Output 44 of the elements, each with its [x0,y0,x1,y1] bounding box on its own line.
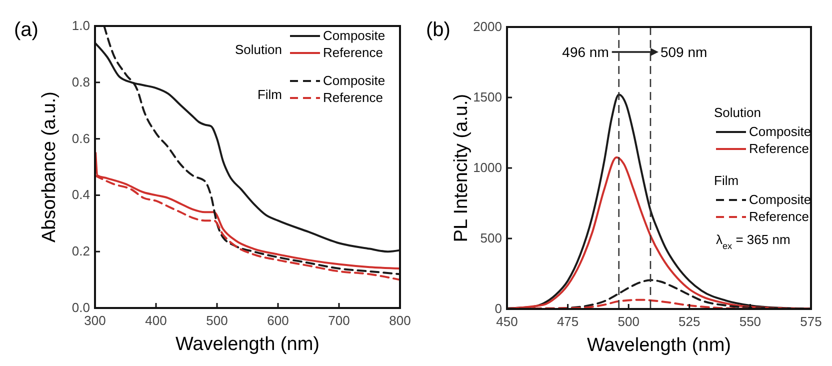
y-axis-title: Absorbance (a.u.) [39,91,60,243]
x-tick-label: 550 [739,314,762,329]
annotation: Solution [235,42,282,57]
y-tick-label: 0.4 [72,187,90,202]
y-tick-label: 2000 [473,19,502,34]
annotation: Film [257,87,282,102]
y-tick-label: 1.0 [72,18,90,33]
x-tick-label: 800 [389,313,411,328]
legend-label: Reference [323,90,383,105]
y-tick-label: 0.6 [72,130,90,146]
legend-label: Reference [323,45,383,60]
chart-title: (a) [14,19,38,41]
legend-label: Composite [323,28,386,43]
y-tick-label: 1500 [473,90,502,104]
x-tick-label: 700 [328,313,350,328]
annotation: Solution [714,105,761,120]
ref-line-label: 496 nm [562,44,609,60]
x-tick-label: 450 [496,314,518,329]
x-axis-title: Wavelength (nm) [587,335,731,356]
x-tick-label: 400 [145,313,167,328]
legend-label: Composite [749,192,812,207]
x-tick-label: 500 [206,313,228,328]
legend-label: Composite [323,73,386,88]
y-tick-label: 1000 [473,160,502,175]
annotation: λ$_{ex}$ = 365 nm [716,232,790,251]
y-tick-label: 0 [494,301,502,316]
y-tick-label: 500 [480,230,502,246]
legend-label: Reference [749,141,809,156]
annotation: Film [714,173,739,188]
x-tick-label: 475 [556,314,579,329]
x-tick-label: 600 [267,313,289,328]
x-axis-title: Wavelength (nm) [176,334,320,355]
y-tick-label: 0.0 [72,300,90,315]
y-tick-label: 0.2 [72,244,90,259]
x-tick-label: 525 [678,314,700,329]
chart-title: (b) [426,19,450,41]
x-tick-label: 575 [800,314,822,329]
ref-line-label: 509 nm [660,44,708,60]
x-tick-label: 300 [84,313,106,328]
legend-label: Composite [749,124,812,139]
legend-label: Reference [749,209,809,224]
x-tick-label: 500 [618,314,640,329]
y-tick-label: 0.8 [72,74,90,90]
y-axis-title: PL Intencity (a.u.) [451,94,472,242]
